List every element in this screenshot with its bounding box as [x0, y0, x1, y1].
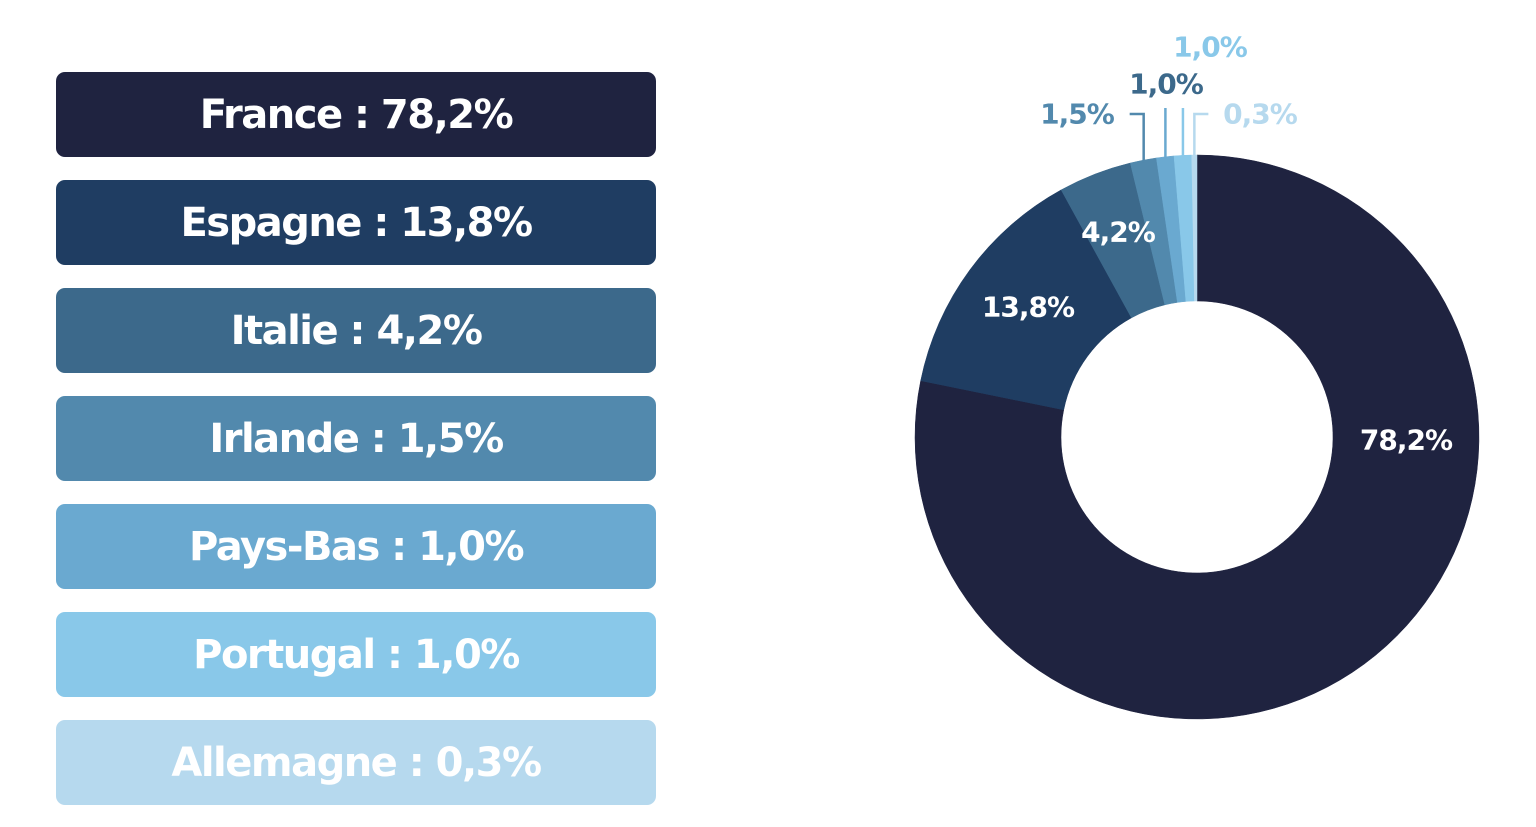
legend-item-portugal: Portugal : 1,0% — [56, 612, 656, 697]
legend-item-italie: Italie : 4,2% — [56, 288, 656, 373]
slice-label-pays-bas: 1,0% — [1129, 68, 1204, 101]
slice-label-portugal: 1,0% — [1173, 31, 1248, 64]
slice-label-italie: 4,2% — [1081, 216, 1156, 249]
slice-label-espagne: 13,8% — [982, 291, 1075, 324]
legend: France : 78,2% Espagne : 13,8% Italie : … — [56, 72, 656, 805]
leader-line-irlande — [1129, 112, 1145, 163]
donut-chart: 78,2% 13,8% 4,2% 1,5% 1,0% 1,0% 0,3% — [914, 31, 1480, 720]
legend-item-pays-bas: Pays-Bas : 1,0% — [56, 504, 656, 589]
slice-label-allemagne: 0,3% — [1223, 98, 1298, 131]
slice-label-france: 78,2% — [1360, 424, 1453, 457]
slice-espagne — [920, 189, 1132, 411]
slice-label-irlande: 1,5% — [1040, 98, 1115, 131]
legend-item-france: France : 78,2% — [56, 72, 656, 157]
legend-item-espagne: Espagne : 13,8% — [56, 180, 656, 265]
leader-line-allemagne — [1193, 112, 1209, 158]
legend-item-irlande: Irlande : 1,5% — [56, 396, 656, 481]
slice-france — [914, 154, 1480, 720]
legend-item-allemagne: Allemagne : 0,3% — [56, 720, 656, 805]
